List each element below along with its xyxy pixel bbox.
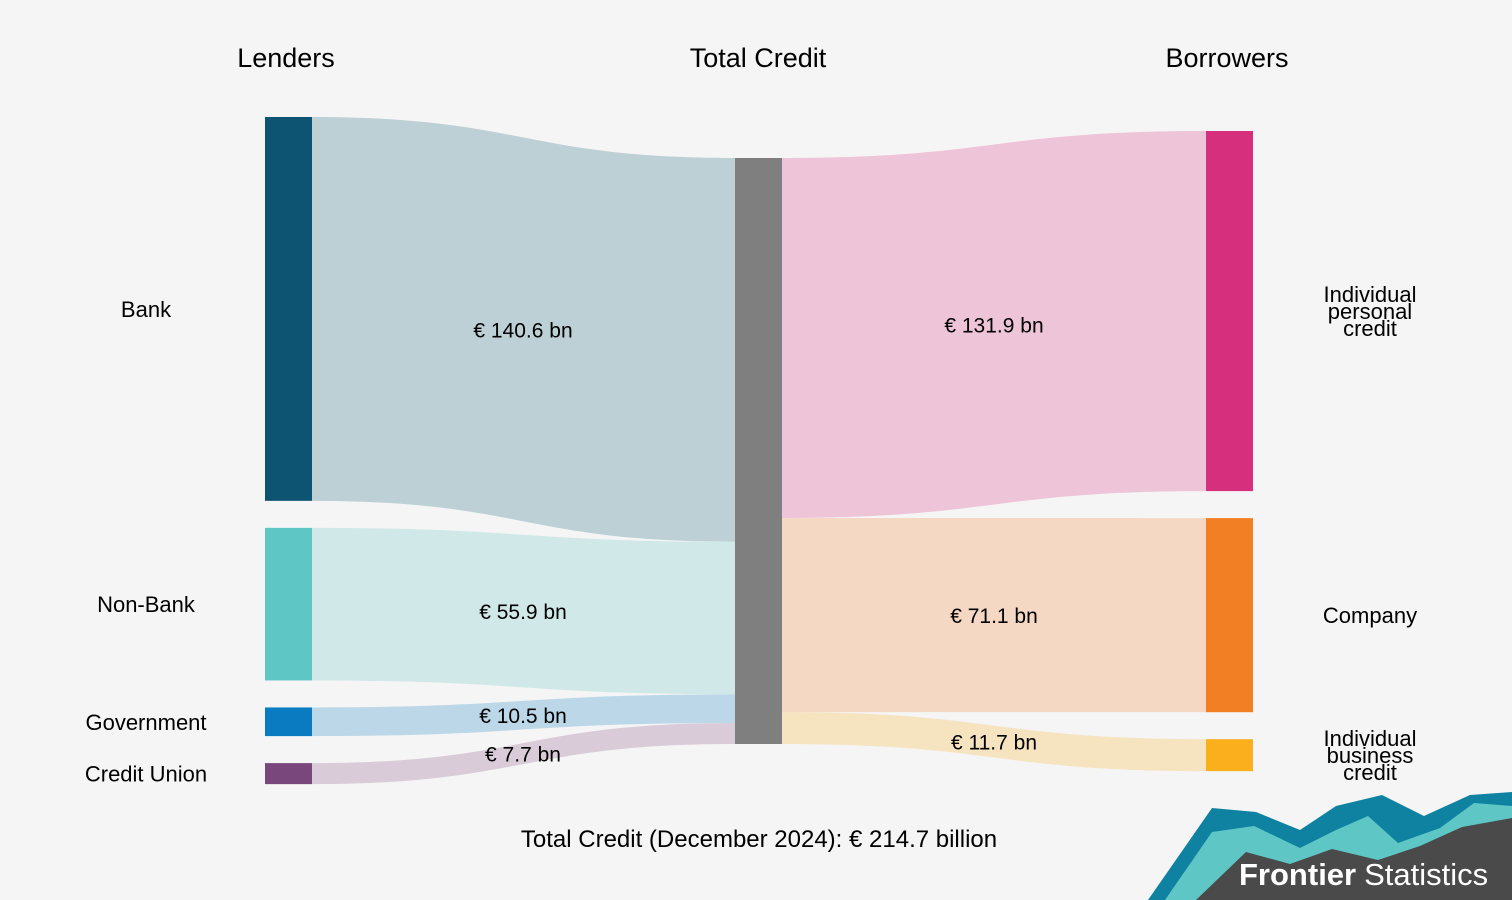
flows-group <box>312 117 1206 785</box>
nodes-group <box>265 117 1253 785</box>
label-line: Individual <box>1324 726 1417 751</box>
value-individual-personal-credit: € 131.9 bn <box>944 315 1043 338</box>
label-non-bank: Non-Bank <box>97 592 196 617</box>
value-individual-business-credit: € 11.7 bn <box>951 732 1037 755</box>
node-total-credit <box>735 158 782 744</box>
label-credit-union: Credit Union <box>85 762 207 787</box>
logo-mountain-shadow <box>1196 818 1512 900</box>
header-total-credit: Total Credit <box>690 43 827 73</box>
labels-group: Bank € 140.6 bn Non-Bank € 55.9 bn Governmen… <box>85 282 1417 787</box>
flow-credit-union <box>312 722 735 785</box>
value-company: € 71.1 bn <box>950 605 1038 628</box>
value-non-bank: € 55.9 bn <box>479 601 567 624</box>
label-bank: Bank <box>121 297 172 322</box>
label-line: business <box>1327 743 1414 768</box>
flow-individual-personal-credit <box>782 131 1206 519</box>
label-line: credit <box>1343 760 1397 785</box>
label-line: Individual <box>1324 282 1417 307</box>
header-lenders: Lenders <box>237 43 335 73</box>
value-bank: € 140.6 bn <box>473 319 572 342</box>
node-government <box>265 707 312 737</box>
node-bank <box>265 117 312 501</box>
label-individual-personal-credit: Individual personal credit <box>1324 282 1417 341</box>
flow-bank <box>312 117 735 542</box>
node-individual-business-credit <box>1206 739 1253 772</box>
value-credit-union: € 7.7 bn <box>485 744 561 767</box>
header-borrowers: Borrowers <box>1165 43 1288 73</box>
flow-company <box>782 518 1206 713</box>
value-government: € 10.5 bn <box>479 705 567 728</box>
flow-individual-business-credit <box>782 712 1206 772</box>
label-company: Company <box>1323 603 1417 628</box>
total-credit-footer: Total Credit (December 2024): € 214.7 bi… <box>521 826 997 853</box>
label-line: Company <box>1323 603 1417 628</box>
label-individual-business-credit: Individual business credit <box>1324 726 1417 785</box>
frontier-logo: Frontier Statistics <box>1148 792 1512 900</box>
label-line: personal <box>1328 299 1412 324</box>
node-non-bank <box>265 527 312 681</box>
label-line: credit <box>1343 316 1397 341</box>
node-company <box>1206 518 1253 713</box>
logo-word-frontier: Frontier <box>1239 857 1356 892</box>
flow-government <box>312 694 735 737</box>
node-individual-personal-credit <box>1206 131 1253 492</box>
logo-word-statistics: Statistics <box>1364 857 1488 892</box>
label-government: Government <box>85 710 206 735</box>
node-credit-union <box>265 763 312 785</box>
flow-non-bank <box>312 527 735 695</box>
